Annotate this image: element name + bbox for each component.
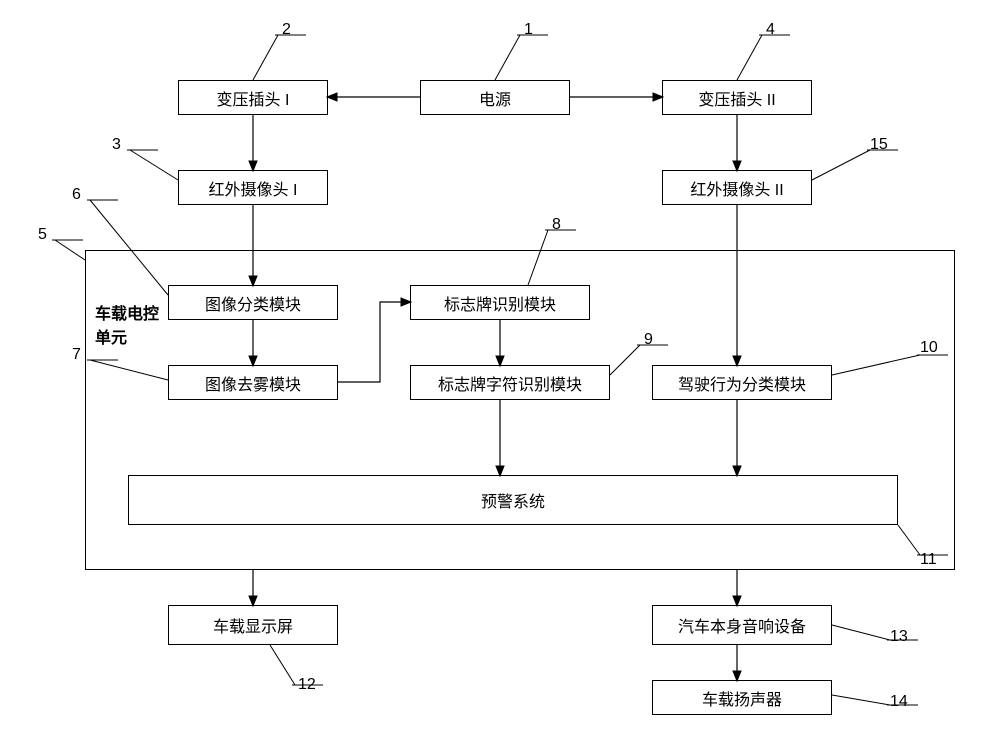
leader-number-7: 7	[72, 346, 81, 364]
leader-number-1: 1	[524, 21, 533, 39]
node-trans2: 变压插头 II	[662, 80, 812, 115]
node-trans1-text: 变压插头 I	[217, 86, 290, 110]
node-signrec: 标志牌识别模块	[410, 285, 590, 320]
leader-line-5	[55, 240, 85, 260]
leader-line-12	[270, 645, 295, 685]
node-cam1: 红外摄像头 I	[178, 170, 328, 205]
leader-line-14	[832, 695, 890, 705]
node-cam2-text: 红外摄像头 II	[690, 176, 783, 200]
leader-line-4	[737, 35, 762, 80]
leader-line-2	[253, 35, 278, 80]
leader-number-3: 3	[112, 136, 121, 154]
leader-number-14: 14	[890, 693, 908, 711]
leader-number-9: 9	[644, 331, 653, 349]
node-audio-text: 汽车本身音响设备	[678, 613, 806, 637]
leader-number-12: 12	[298, 676, 316, 694]
node-drvclass: 驾驶行为分类模块	[652, 365, 832, 400]
leader-line-3	[130, 150, 178, 180]
node-warn: 预警系统	[128, 475, 898, 525]
node-imgclass: 图像分类模块	[168, 285, 338, 320]
node-imgdefog-text: 图像去雾模块	[205, 371, 301, 395]
node-cam1-text: 红外摄像头 I	[209, 176, 298, 200]
node-cam2: 红外摄像头 II	[662, 170, 812, 205]
node-imgdefog: 图像去雾模块	[168, 365, 338, 400]
leader-number-13: 13	[890, 628, 908, 646]
ecu-label: 车载电控单元	[95, 300, 165, 348]
node-speaker: 车载扬声器	[652, 680, 832, 715]
node-display: 车载显示屏	[168, 605, 338, 645]
node-signchar: 标志牌字符识别模块	[410, 365, 610, 400]
leader-line-13	[832, 625, 890, 640]
node-power: 电源	[420, 80, 570, 115]
node-display-text: 车载显示屏	[213, 613, 293, 637]
leader-line-15	[812, 150, 870, 180]
node-signchar-text: 标志牌字符识别模块	[438, 371, 582, 395]
node-trans1: 变压插头 I	[178, 80, 328, 115]
leader-number-2: 2	[282, 21, 291, 39]
leader-number-11: 11	[920, 551, 937, 569]
node-power-text: 电源	[479, 86, 511, 110]
node-signrec-text: 标志牌识别模块	[444, 291, 556, 315]
node-speaker-text: 车载扬声器	[702, 686, 782, 710]
node-imgclass-text: 图像分类模块	[205, 291, 301, 315]
node-warn-text: 预警系统	[481, 488, 545, 512]
leader-number-5: 5	[38, 226, 47, 244]
leader-number-10: 10	[920, 339, 938, 357]
node-drvclass-text: 驾驶行为分类模块	[678, 371, 806, 395]
node-trans2-text: 变压插头 II	[698, 86, 775, 110]
leader-number-6: 6	[72, 186, 81, 204]
leader-number-4: 4	[766, 21, 775, 39]
leader-number-15: 15	[870, 136, 888, 154]
node-audio: 汽车本身音响设备	[652, 605, 832, 645]
leader-number-8: 8	[552, 216, 561, 234]
leader-line-1	[495, 35, 520, 80]
